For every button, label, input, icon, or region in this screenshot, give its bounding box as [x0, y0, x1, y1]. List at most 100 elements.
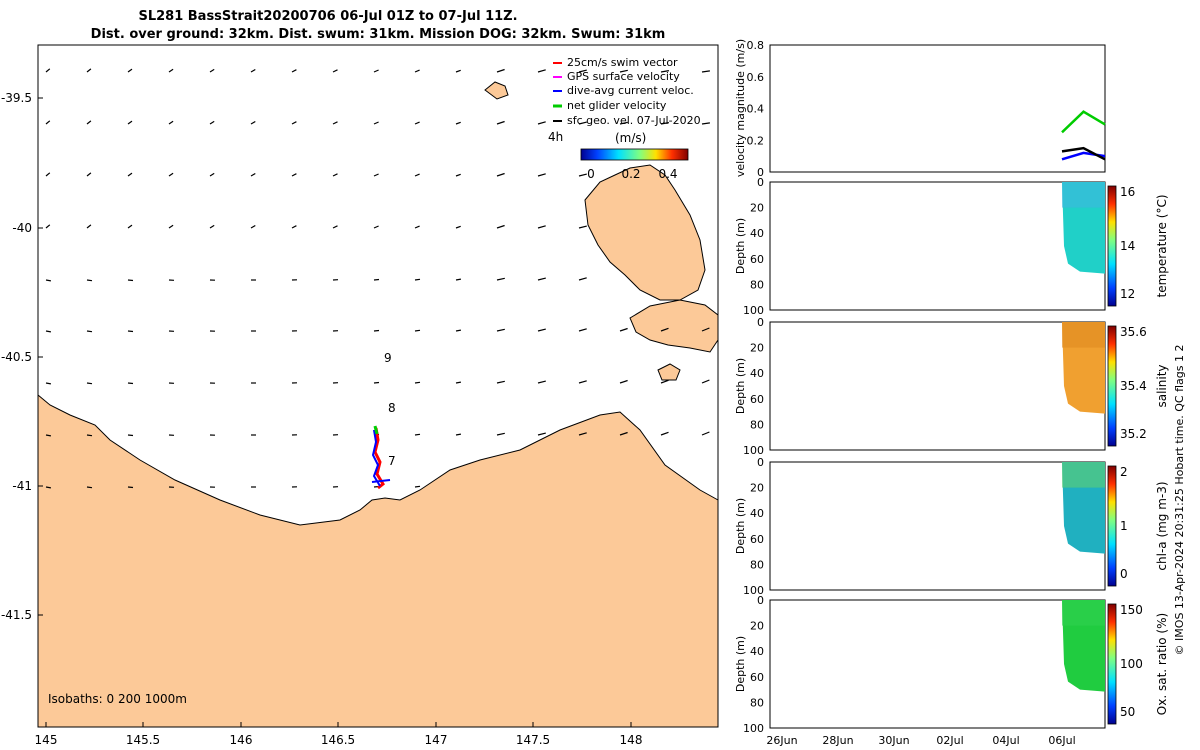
current-arrow: [45, 486, 52, 489]
depth-panel-frame: [769, 599, 1106, 729]
current-arrow: [168, 68, 174, 73]
tasmania-land: [37, 393, 719, 728]
current-arrow: [332, 121, 338, 125]
colorbar-label-salinity: salinity: [1155, 364, 1169, 407]
colorbar-tick: 35.6: [1120, 325, 1147, 339]
current-arrow: [373, 173, 379, 177]
current-arrow: [250, 68, 256, 73]
depth-y-tick: 80: [750, 558, 764, 571]
time-x-tick: 04Jul: [992, 734, 1019, 747]
current-arrow: [373, 329, 380, 332]
colorbar-unit: (m/s): [615, 131, 646, 145]
current-arrow: [578, 225, 587, 229]
current-arrow: [332, 173, 338, 177]
map-y-tick: -39.5: [1, 91, 32, 105]
map-x-tick: 147.5: [516, 733, 550, 747]
current-arrow: [496, 172, 505, 177]
velocity-y-tick: 0.2: [747, 134, 765, 147]
colorbar-label-chla: chl-a (mg m-3): [1155, 481, 1169, 570]
current-arrow: [701, 379, 710, 384]
colorbar-label-temperature: temperature (°C): [1155, 195, 1169, 298]
colorbar-tick: 100: [1120, 657, 1143, 671]
current-arrow: [291, 121, 297, 125]
title-line-1: SL281 BassStrait20200706 06-Jul 01Z to 0…: [138, 9, 517, 24]
depth-y-tick: 80: [750, 696, 764, 709]
current-arrow: [537, 225, 546, 229]
velocity-ylabel: velocity magnitude (m/s): [734, 39, 747, 177]
current-arrow: [496, 224, 505, 229]
current-arrow: [660, 70, 670, 73]
current-arrow: [168, 172, 174, 177]
current-arrow: [414, 278, 421, 281]
current-arrow: [86, 434, 93, 437]
depth-y-tick: 80: [750, 278, 764, 291]
velocity-y-ticks: 0 0.2 0.4 0.6 0.8: [747, 39, 765, 179]
section-surface-layer: [1062, 600, 1105, 626]
current-arrow: [127, 172, 133, 177]
map-panel: 9 8 7 145 145.5 146 146.5 147 147.5 148 -39.5-…: [1, 44, 719, 747]
colorbar-salinity: [1107, 325, 1117, 447]
current-arrow: [209, 120, 215, 125]
map-x-tick: 145: [35, 733, 58, 747]
colorbar-tick: 0: [1120, 567, 1128, 581]
current-arrow: [250, 224, 256, 229]
depth-y-tick: 80: [750, 418, 764, 431]
current-arrow: [45, 224, 51, 229]
current-arrow: [496, 120, 505, 125]
current-arrow: [291, 225, 297, 229]
time-x-tick: 26Jun: [766, 734, 797, 747]
current-arrow: [578, 121, 587, 125]
current-arrow: [455, 381, 462, 384]
current-arrow: [578, 432, 587, 436]
depth-y-tick: 60: [750, 393, 764, 406]
depth-panel-salinity: 0 20 40 60 80 100 Depth (m) 35.6 35.4 35.2 salinit…: [734, 316, 1169, 457]
depth-y-tick: 60: [750, 533, 764, 546]
day-label-8: 8: [388, 401, 396, 415]
current-arrow: [496, 432, 505, 436]
time-x-tick-labels: 26Jun 28Jun 30Jun 02Jul 04Jul 06Jul: [766, 734, 1075, 747]
islet-2: [657, 363, 681, 381]
current-arrow: [578, 380, 587, 384]
credit-text: © IMOS 13-Apr-2024 20:31:25 Hobart time.…: [1173, 345, 1186, 656]
velocity-panel: 0 0.2 0.4 0.6 0.8 velocity magnitude (m/s): [734, 39, 1106, 179]
colorbar-label-oxygen: Ox. sat. ratio (%): [1155, 613, 1169, 715]
current-arrow: [86, 120, 92, 125]
current-arrow: [455, 173, 461, 177]
map-y-tick: -40.5: [1, 350, 32, 364]
depth-y-tick: 0: [757, 176, 764, 189]
map-x-tick-labels: 145 145.5 146 146.5 147 147.5 148: [35, 722, 642, 747]
legend-net-glider: net glider velocity: [567, 99, 667, 112]
current-arrow: [619, 431, 628, 436]
current-arrow: [291, 69, 297, 73]
colorbar-tick: 16: [1120, 185, 1135, 199]
current-arrow: [373, 225, 379, 229]
current-arrow: [127, 330, 134, 333]
day-label-7: 7: [388, 454, 396, 468]
current-arrow: [414, 433, 421, 436]
current-arrow: [250, 120, 256, 125]
islet-1: [484, 81, 509, 100]
current-arrow: [45, 68, 51, 73]
colorbar-tick: 2: [1120, 465, 1128, 479]
velocity-y-tick: 0: [757, 166, 764, 179]
depth-y-tick: 40: [750, 645, 764, 658]
current-arrow: [86, 172, 92, 177]
depth-y-tick: 100: [743, 304, 764, 317]
current-arrow: [496, 68, 505, 73]
current-arrow: [86, 279, 93, 282]
current-arrow: [86, 224, 92, 229]
current-arrow: [414, 173, 420, 177]
current-arrow: [455, 121, 461, 125]
current-arrow: [537, 432, 546, 436]
current-arrow: [127, 434, 134, 437]
current-arrow: [373, 381, 380, 384]
map-y-tick: -40: [12, 221, 32, 235]
map-y-tick-labels: -39.5 -40 -40.5 -41 -41.5: [1, 91, 43, 622]
current-arrow: [578, 173, 587, 177]
current-arrow: [414, 225, 420, 229]
current-arrow: [455, 433, 462, 436]
velocity-series: [1061, 110, 1106, 161]
colorbar-tick: 14: [1120, 239, 1135, 253]
depth-panel-frame: [769, 321, 1106, 451]
